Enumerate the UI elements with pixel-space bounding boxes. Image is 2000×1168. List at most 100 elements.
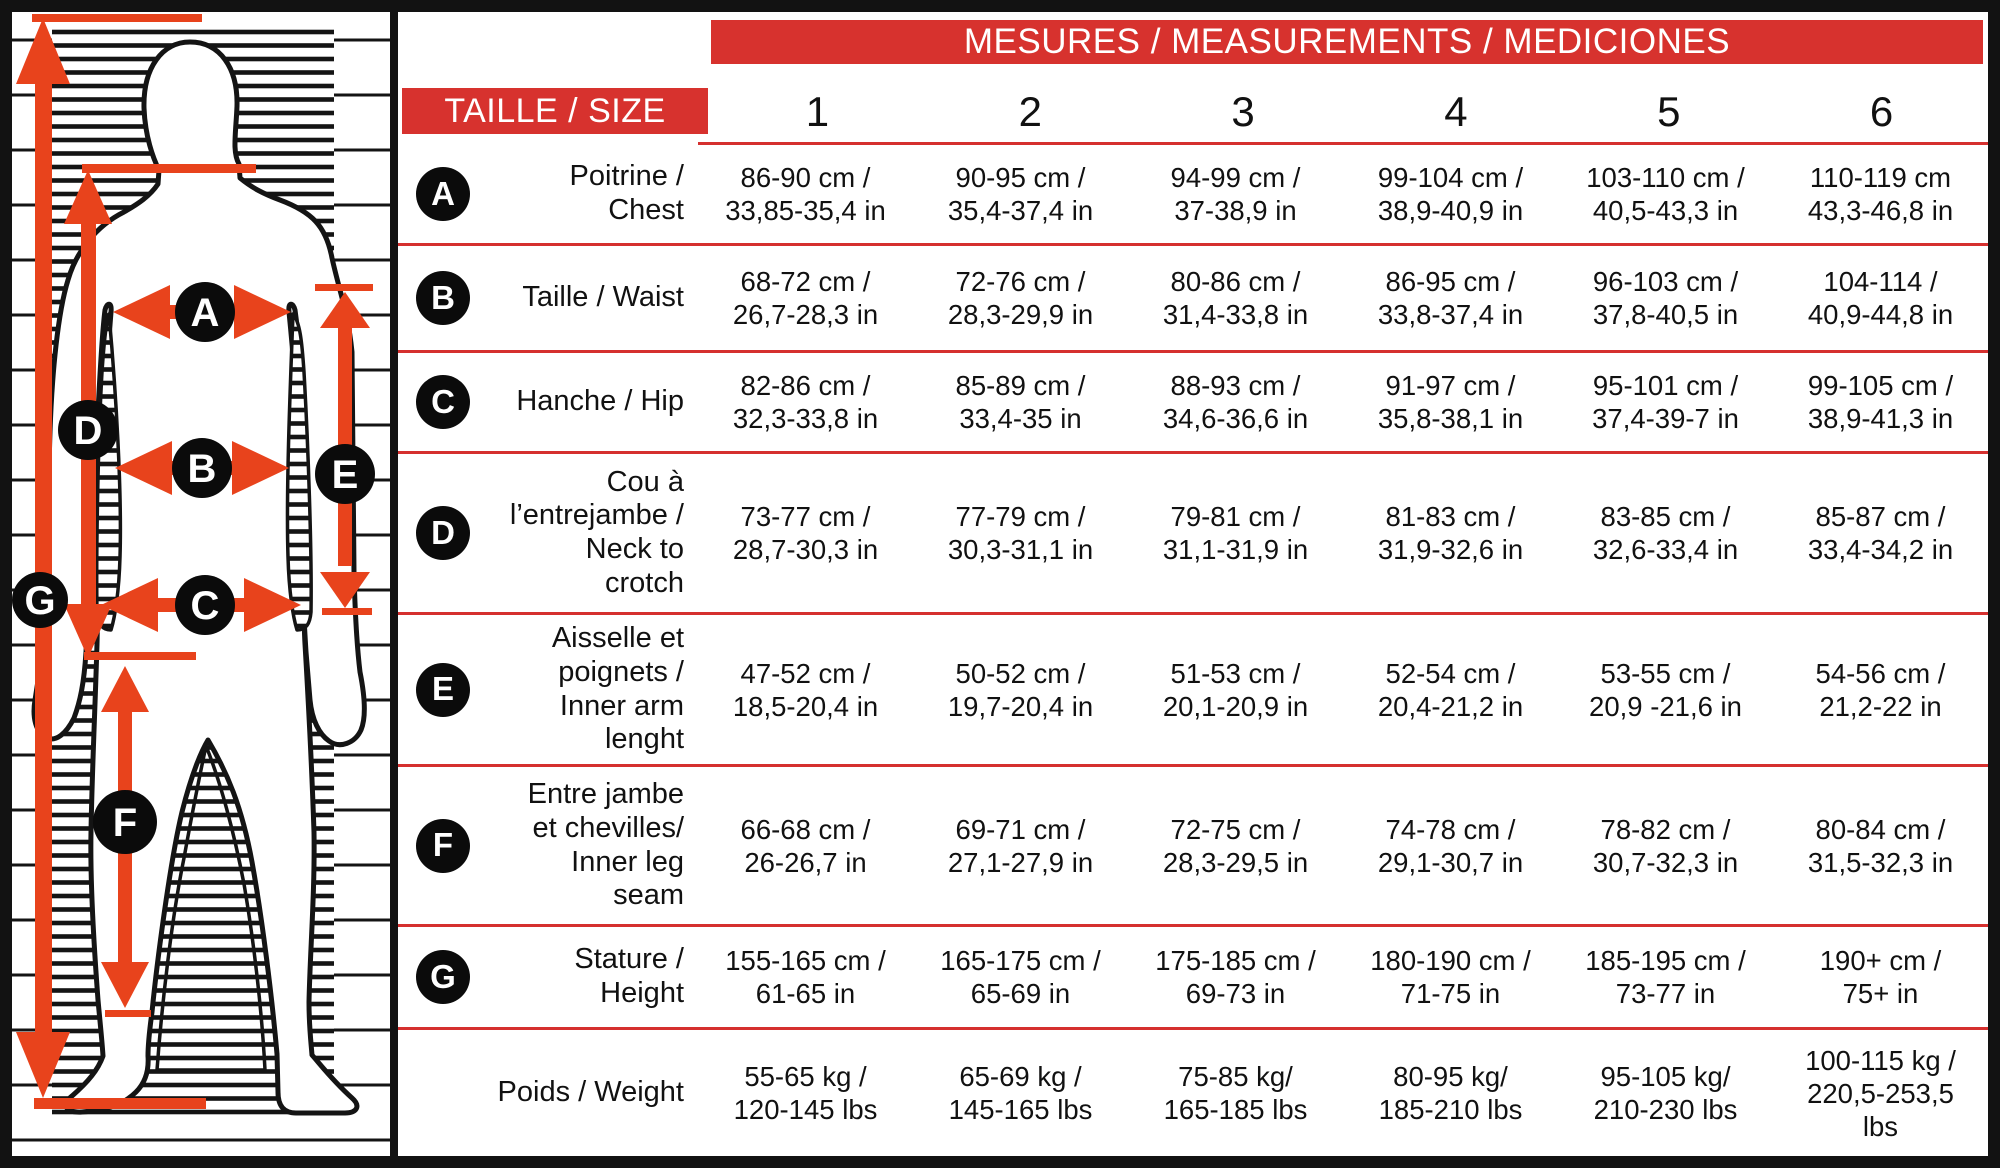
badge-g-icon: G: [12, 572, 68, 628]
badge-a-icon: A: [416, 167, 470, 221]
table-row-hip: C Hanche / Hip 82-86 cm / 32,3-33,8 in 85…: [398, 350, 1988, 451]
cell: 72-76 cm / 28,3-29,9 in: [947, 266, 1094, 330]
body-figure-svg: A B C D E F G: [12, 14, 390, 1142]
cell: 79-81 cm / 31,1-31,9 in: [1162, 501, 1309, 565]
row-label: A Poitrine / Chest: [398, 145, 698, 243]
table-row-waist: B Taille / Waist 68-72 cm / 26,7-28,3 in …: [398, 243, 1988, 350]
cell: 85-89 cm / 33,4-35 in: [955, 370, 1086, 434]
badge-f-icon: F: [416, 818, 470, 873]
row-label: Poids / Weight: [398, 1030, 698, 1156]
shoulder-line: [82, 164, 256, 173]
cell: 83-85 cm / 32,6-33,4 in: [1592, 501, 1739, 565]
table-header: MESURES / MEASUREMENTS / MEDICIONES TAIL…: [398, 12, 1988, 145]
badge-c-icon: C: [175, 575, 235, 635]
table-row-chest: A Poitrine / Chest 86-90 cm / 33,85-35,4 …: [398, 145, 1988, 243]
cell: 80-86 cm / 31,4-33,8 in: [1162, 266, 1309, 330]
row-label: C Hanche / Hip: [398, 353, 698, 451]
cell: 66-68 cm / 26-26,7 in: [740, 813, 871, 878]
cell: 155-165 cm / 61-65 in: [725, 945, 886, 1009]
cell: 95-101 cm / 37,4-39-7 in: [1592, 370, 1739, 434]
cell: 180-190 cm / 71-75 in: [1370, 945, 1531, 1009]
wrist-line: [322, 608, 372, 615]
svg-text:B: B: [188, 447, 217, 491]
measurements-banner: MESURES / MEASUREMENTS / MEDICIONES: [711, 20, 1983, 64]
size-4: 4: [1444, 88, 1468, 135]
row-label-text: Cou à l’entrejambe / Neck to crotch: [509, 465, 684, 599]
ankle-line: [105, 1010, 151, 1017]
badge-a-icon: A: [175, 282, 235, 342]
cell: 80-84 cm / 31,5-32,3 in: [1807, 813, 1954, 878]
floor-line: [34, 1098, 206, 1109]
header-rule: [698, 142, 1988, 145]
cell: 51-53 cm / 20,1-20,9 in: [1162, 657, 1309, 722]
cell: 69-71 cm / 27,1-27,9 in: [947, 813, 1094, 878]
row-label-text: Poids / Weight: [497, 1076, 684, 1109]
svg-text:D: D: [74, 409, 103, 453]
cell: 55-65 kg / 120-145 lbs: [733, 1061, 878, 1125]
cell: 91-97 cm / 35,8-38,1 in: [1377, 370, 1524, 434]
measurements-table: MESURES / MEASUREMENTS / MEDICIONES TAIL…: [398, 12, 1988, 1156]
row-label-text: Entre jambe et chevilles/ Inner leg seam: [527, 778, 684, 912]
size-6: 6: [1869, 88, 1894, 135]
row-label-text: Aisselle et poignets / Inner arm lenght: [551, 622, 684, 756]
size-header: TAILLE / SIZE: [402, 88, 708, 134]
cell: 95-105 kg/ 210-230 lbs: [1593, 1061, 1738, 1125]
size-3: 3: [1231, 88, 1255, 135]
table-row-weight: Poids / Weight 55-65 kg / 120-145 lbs 65…: [398, 1027, 1988, 1156]
cell: 96-103 cm / 37,8-40,5 in: [1592, 266, 1739, 330]
badge-c-icon: C: [416, 375, 470, 429]
cell: 99-104 cm / 38,9-40,9 in: [1377, 162, 1524, 226]
cell: 53-55 cm / 20,9 -21,6 in: [1589, 657, 1742, 722]
svg-text:E: E: [332, 453, 359, 497]
cell: 103-110 cm / 40,5-43,3 in: [1586, 162, 1745, 226]
armpit-line: [315, 284, 373, 291]
hip-arrow-C: [101, 578, 301, 632]
cell: 75-85 kg/ 165-185 lbs: [1163, 1061, 1308, 1125]
row-label-text: Stature / Height: [574, 943, 684, 1009]
size-1: 1: [805, 88, 830, 135]
svg-text:A: A: [191, 291, 220, 335]
badge-d-icon: D: [58, 400, 118, 460]
badge-d-icon: D: [416, 506, 470, 560]
cell: 74-78 cm / 29,1-30,7 in: [1377, 813, 1524, 878]
row-label: E Aisselle et poignets / Inner arm lenght: [398, 615, 698, 764]
cell: 190+ cm / 75+ in: [1819, 945, 1942, 1009]
badge-e-icon: E: [315, 444, 375, 504]
cell: 73-77 cm / 28,7-30,3 in: [732, 501, 879, 565]
svg-text:C: C: [191, 584, 220, 628]
table-row-inner-leg: F Entre jambe et chevilles/ Inner leg sea…: [398, 764, 1988, 924]
row-label: G Stature / Height: [398, 927, 698, 1027]
svg-text:F: F: [113, 801, 137, 845]
row-label-text: Poitrine / Chest: [569, 160, 684, 226]
row-label: D Cou à l’entrejambe / Neck to crotch: [398, 454, 698, 612]
cell: 47-52 cm / 18,5-20,4 in: [732, 657, 879, 722]
cell: 99-105 cm / 38,9-41,3 in: [1807, 370, 1954, 434]
cell: 86-95 cm / 33,8-37,4 in: [1377, 266, 1524, 330]
cell: 104-114 / 40,9-44,8 in: [1807, 266, 1954, 330]
cell: 100-115 kg / 220,5-253,5 lbs: [1805, 1044, 1956, 1142]
cell: 50-52 cm / 19,7-20,4 in: [947, 657, 1094, 722]
cell: 85-87 cm / 33,4-34,2 in: [1807, 501, 1954, 565]
cell: 68-72 cm / 26,7-28,3 in: [732, 266, 879, 330]
cell: 80-95 kg/ 185-210 lbs: [1378, 1061, 1523, 1125]
cell: 185-195 cm / 73-77 in: [1585, 945, 1746, 1009]
cell: 54-56 cm / 21,2-22 in: [1815, 657, 1946, 722]
cell: 110-119 cm 43,3-46,8 in: [1807, 162, 1954, 226]
diagram-badges: A B C D E F G: [12, 282, 375, 854]
body-measurement-diagram: A B C D E F G: [12, 12, 398, 1156]
badge-b-icon: B: [416, 271, 470, 325]
table-row-neck-to-crotch: D Cou à l’entrejambe / Neck to crotch 73-…: [398, 451, 1988, 612]
badge-e-icon: E: [416, 662, 470, 717]
table-row-inner-arm: E Aisselle et poignets / Inner arm lenght…: [398, 612, 1988, 764]
cell: 88-93 cm / 34,6-36,6 in: [1162, 370, 1309, 434]
table-body: A Poitrine / Chest 86-90 cm / 33,85-35,4 …: [398, 145, 1988, 1156]
head-top-line: [32, 14, 202, 22]
size-2: 2: [1018, 88, 1042, 135]
row-label-text: Taille / Waist: [522, 281, 684, 314]
table-row-height: G Stature / Height 155-165 cm / 61-65 in …: [398, 924, 1988, 1027]
cell: 86-90 cm / 33,85-35,4 in: [725, 162, 886, 226]
row-label-text: Hanche / Hip: [516, 385, 684, 418]
cell: 77-79 cm / 30,3-31,1 in: [947, 501, 1094, 565]
badge-g-icon: G: [416, 950, 470, 1004]
